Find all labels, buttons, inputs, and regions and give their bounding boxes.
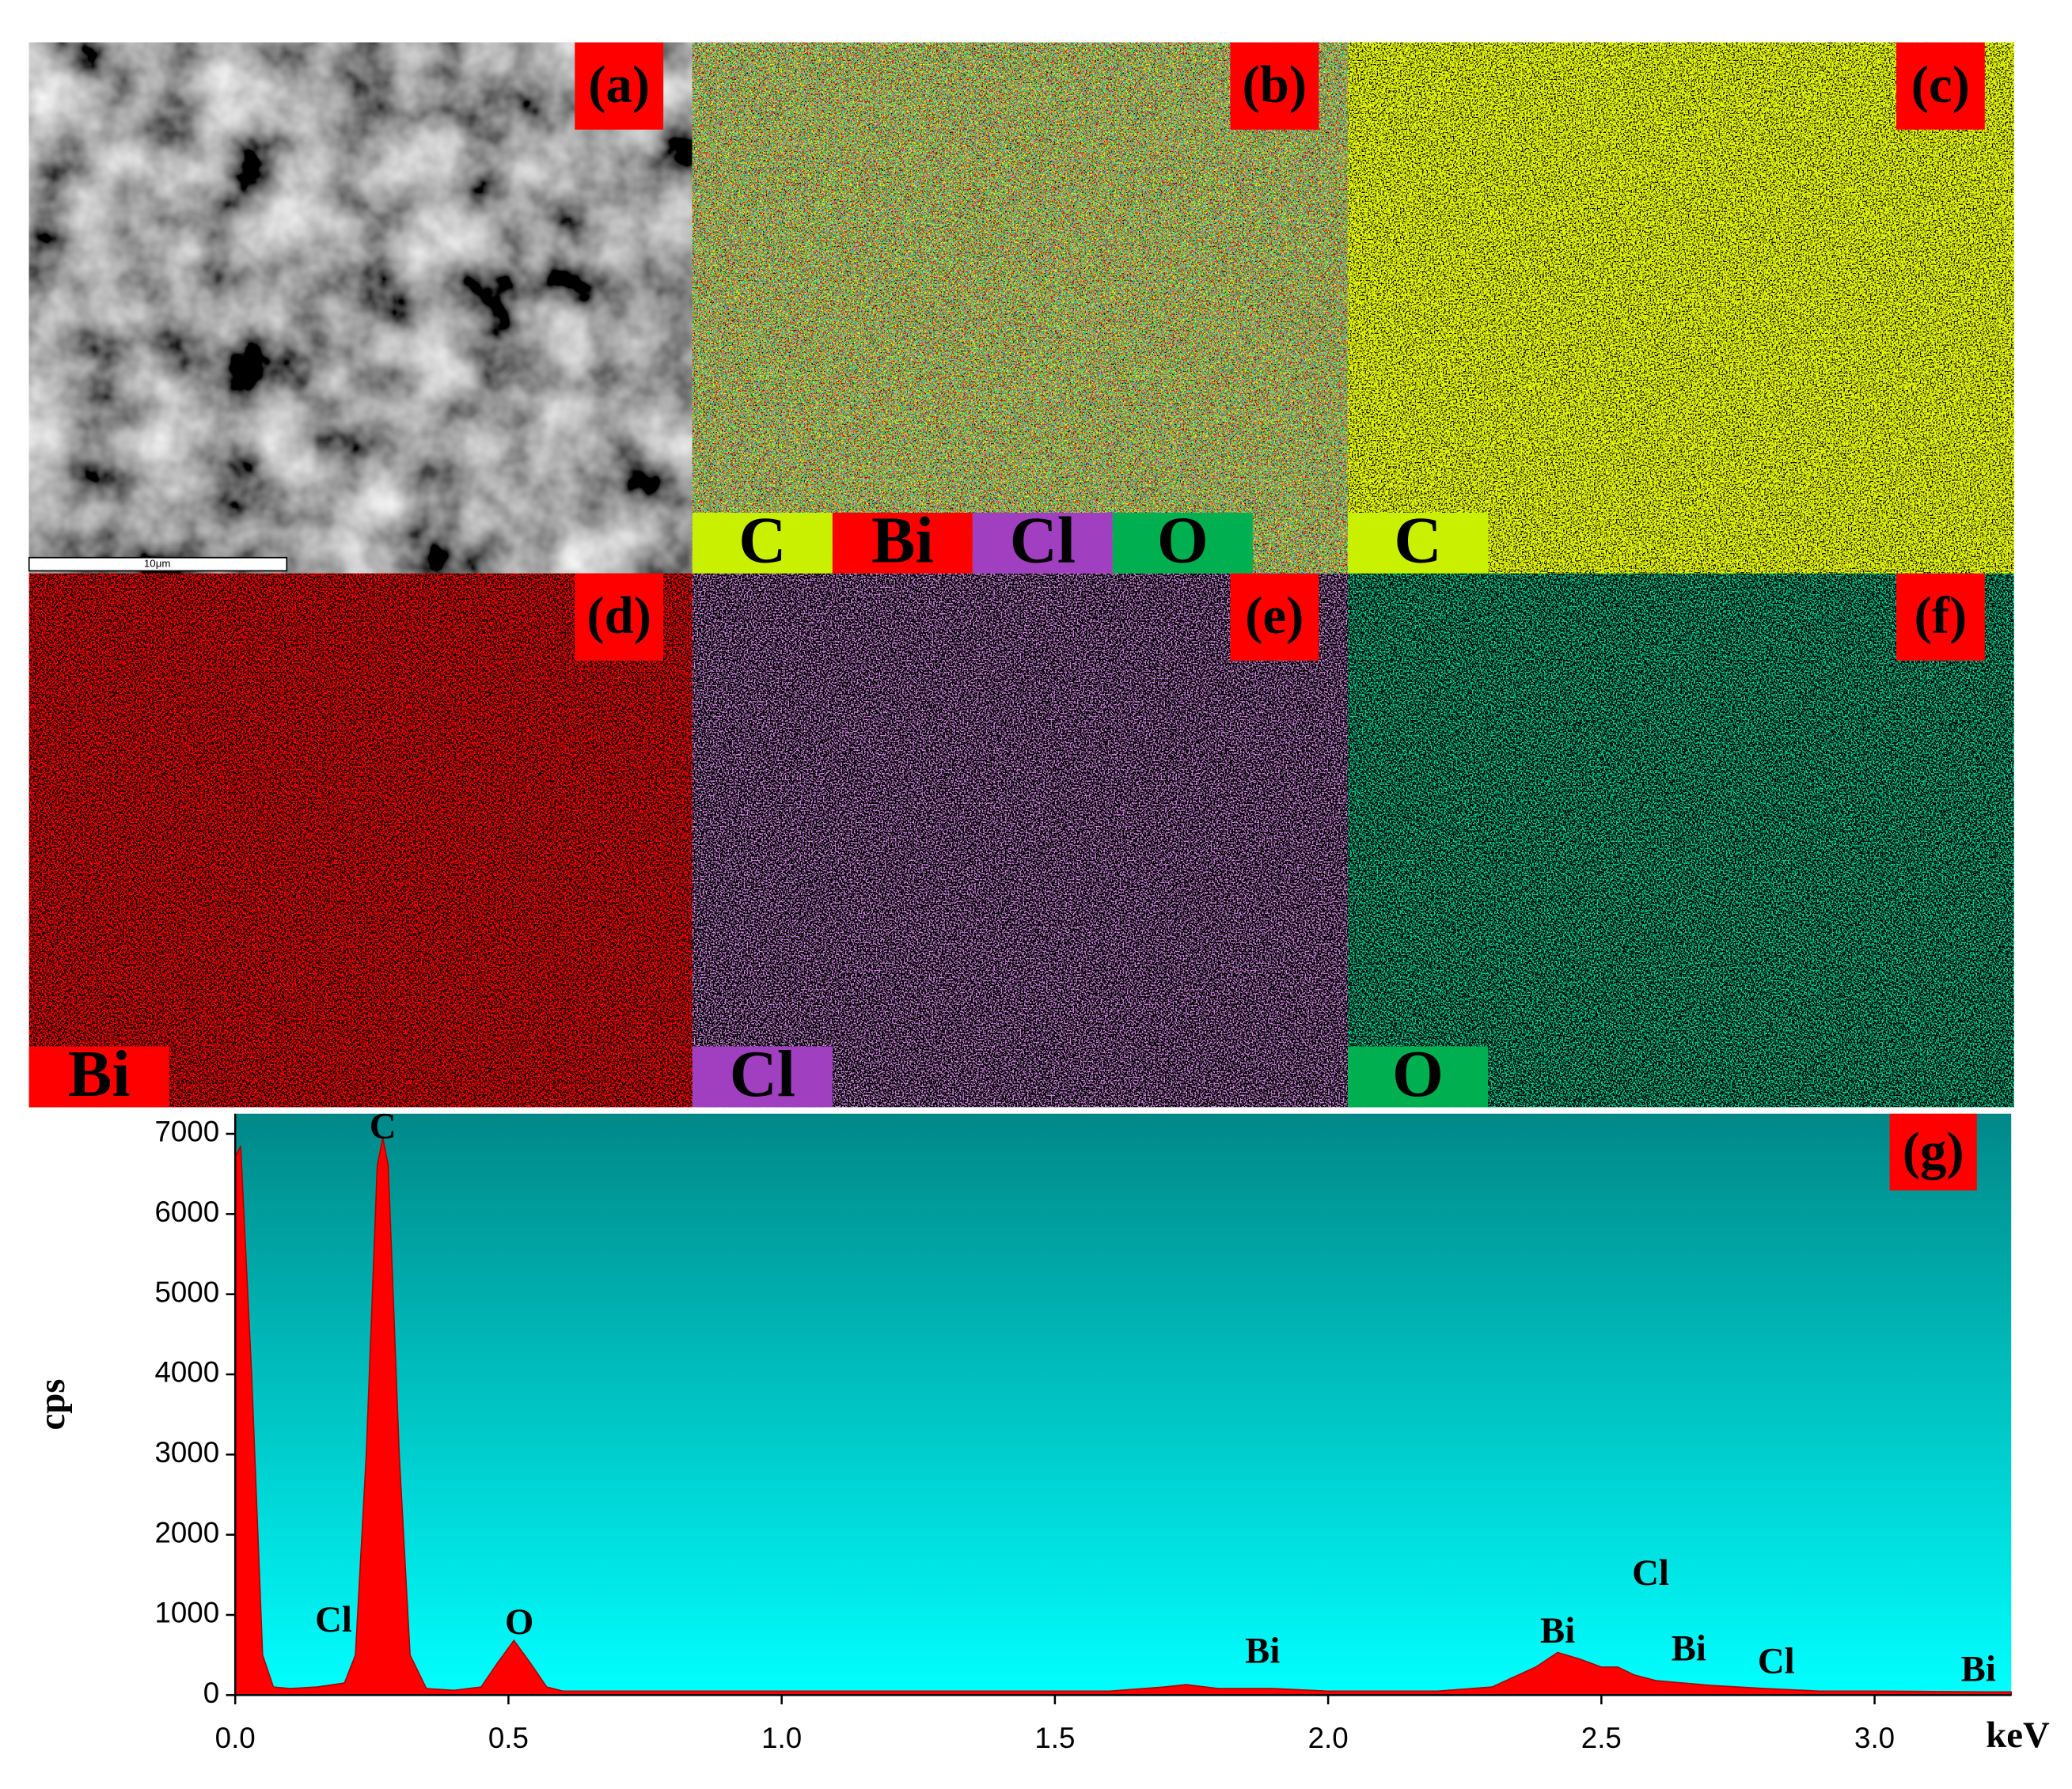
sem-image <box>28 42 693 574</box>
spectrum-area <box>234 1137 2013 1696</box>
map-panel: Bi (d) <box>28 573 693 1111</box>
panel-label-box <box>1230 573 1319 661</box>
element-tag-label: O <box>1157 505 1209 578</box>
element-tag-label: C <box>738 505 786 578</box>
x-tick-label: 1.0 <box>761 1722 802 1754</box>
peak-label: Bi <box>1245 1630 1280 1671</box>
x-tick-label: 0.5 <box>488 1722 529 1754</box>
element-tag <box>692 512 833 574</box>
x-tick-label: 0.0 <box>215 1722 256 1754</box>
peak-label: Cl <box>315 1599 352 1640</box>
panel-label-box <box>1889 1113 1977 1191</box>
y-tick-label: 6000 <box>154 1196 219 1228</box>
y-tick-label: 0 <box>203 1677 219 1709</box>
scale-bar-label: 10μm <box>144 558 171 570</box>
element-tag <box>1112 512 1253 574</box>
element-tag <box>972 512 1113 574</box>
element-tag <box>832 512 973 574</box>
y-tick-label: 7000 <box>154 1116 219 1148</box>
peak-label: C <box>370 1106 397 1147</box>
element-dots <box>692 42 1349 574</box>
panel-label: (g) <box>1903 1121 1964 1180</box>
panel-label: (f) <box>1915 586 1968 645</box>
map-panel: 10μm (a) <box>28 42 693 574</box>
element-tag-label: Bi <box>68 1038 131 1111</box>
peak-label: Cl <box>1632 1552 1669 1594</box>
element-tag <box>1348 512 1489 574</box>
panel-label-box <box>575 573 664 661</box>
peak-label: Bi <box>1961 1649 1996 1690</box>
element-dots <box>1348 42 2014 574</box>
y-axis-label: cps <box>32 1379 73 1431</box>
element-dots <box>1348 573 2014 1108</box>
element-dots <box>692 573 1349 1108</box>
y-tick-label: 5000 <box>154 1275 219 1308</box>
map-panel: Cl (e) <box>692 573 1349 1111</box>
peak-label: O <box>505 1601 533 1643</box>
element-tag <box>28 1046 169 1108</box>
plot-background <box>235 1113 2012 1696</box>
panel-label: (e) <box>1245 586 1304 645</box>
y-tick-label: 1000 <box>154 1597 219 1629</box>
panel-label: (a) <box>588 55 650 114</box>
element-tag-label: Cl <box>730 1038 795 1111</box>
x-tick-label: 3.0 <box>1854 1722 1895 1754</box>
element-tag-label: O <box>1392 1038 1444 1111</box>
panel-label-box <box>575 42 664 130</box>
peak-label: Cl <box>1758 1641 1795 1682</box>
x-tick-label: 2.5 <box>1581 1722 1622 1754</box>
scale-bar <box>28 556 288 572</box>
map-panel: O (f) <box>1348 573 2014 1111</box>
panel-label: (c) <box>1911 55 1970 114</box>
element-tag <box>1348 1046 1489 1108</box>
panel-label-box <box>1896 42 1985 130</box>
panel-label: (b) <box>1243 55 1307 114</box>
x-tick-label: 1.5 <box>1034 1722 1075 1754</box>
y-tick-label: 3000 <box>154 1436 219 1469</box>
element-tag <box>692 1046 833 1108</box>
element-tag-label: C <box>1394 505 1441 578</box>
panel-label: (d) <box>586 586 651 645</box>
x-tick-label: 2.0 <box>1308 1722 1349 1754</box>
element-dots <box>28 573 693 1108</box>
panel-label-box <box>1896 573 1985 661</box>
peak-label: Bi <box>1540 1610 1575 1651</box>
y-tick-label: 2000 <box>154 1516 219 1548</box>
peak-label: Bi <box>1672 1628 1706 1669</box>
map-panel: C (c) <box>1348 42 2014 578</box>
map-panel: C Bi Cl O (b) <box>692 42 1349 578</box>
x-axis-label: keV <box>1986 1715 2050 1756</box>
y-tick-label: 4000 <box>154 1356 219 1389</box>
panel-label-box <box>1230 42 1319 130</box>
element-tag-label: Cl <box>1010 505 1076 578</box>
element-tag-label: Bi <box>871 505 934 578</box>
